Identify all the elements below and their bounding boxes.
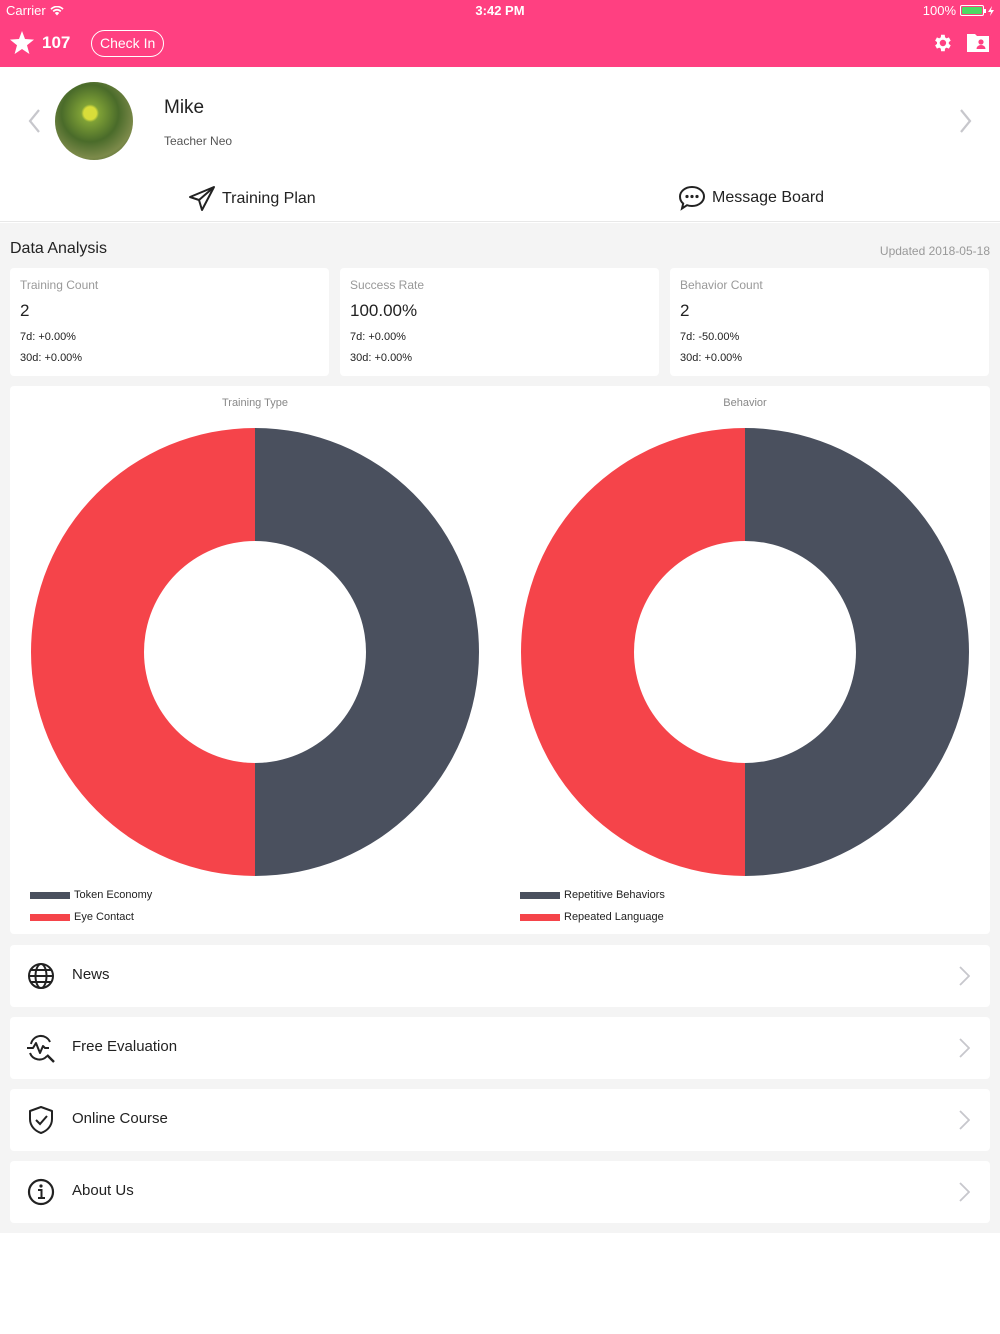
legend-item: Repeated Language (520, 911, 664, 923)
menu-item-about-us[interactable]: About Us (10, 1161, 990, 1223)
avatar[interactable] (55, 82, 133, 160)
training-type-donut-chart (31, 428, 479, 876)
student-name: Mike (164, 97, 205, 118)
paper-plane-icon (189, 186, 215, 211)
donut-slice-token-economy[interactable] (255, 428, 479, 876)
stat-value: 2 (20, 301, 30, 320)
carrier-label: Carrier (6, 3, 46, 18)
star-count-value: 107 (42, 32, 71, 52)
updated-date: Updated 2018-05-18 (879, 244, 990, 258)
legend-label: Eye Contact (74, 911, 134, 923)
message-board-button[interactable]: Message Board (678, 185, 824, 211)
legend-swatch (520, 891, 560, 899)
charts-panel: Training Type Behavior Token Economy Eye… (10, 386, 990, 934)
info-icon (27, 1178, 55, 1206)
charging-bolt-icon (988, 5, 994, 16)
stat-7d: 7d: +0.00% (20, 331, 76, 343)
data-analysis-title: Data Analysis (10, 240, 107, 257)
globe-icon (28, 963, 54, 989)
wifi-icon (50, 5, 64, 15)
chart-title-behavior: Behavior (723, 397, 767, 409)
menu-label: About Us (72, 1182, 134, 1199)
legend-item: Repetitive Behaviors (520, 889, 665, 901)
chevron-right-icon (959, 966, 970, 986)
stat-card-success-rate: Success Rate 100.00% 7d: +0.00% 30d: +0.… (340, 268, 659, 376)
legend-item: Eye Contact (30, 911, 134, 923)
stat-label: Success Rate (350, 278, 425, 292)
teacher-name: Teacher Neo (164, 134, 233, 148)
stat-label: Behavior Count (680, 278, 763, 292)
stat-30d: 30d: +0.00% (680, 352, 743, 364)
stat-card-behavior-count: Behavior Count 2 7d: -50.00% 30d: +0.00% (670, 268, 989, 376)
star-points[interactable]: 107 (10, 31, 70, 54)
gear-icon[interactable] (931, 32, 953, 54)
stat-label: Training Count (20, 278, 99, 292)
donut-slice-repetitive-behaviors[interactable] (745, 428, 969, 876)
status-carrier: Carrier (6, 3, 64, 18)
legend-label: Repetitive Behaviors (564, 889, 665, 901)
chevron-right-icon[interactable] (958, 107, 974, 135)
profile-folder-icon[interactable] (966, 32, 990, 54)
legend-swatch (30, 913, 70, 921)
behavior-donut-chart (521, 428, 969, 876)
stat-7d: 7d: +0.00% (350, 331, 406, 343)
chevron-right-icon (959, 1110, 970, 1130)
stat-value: 100.00% (350, 301, 418, 320)
donut-slice-repeated-language[interactable] (521, 428, 745, 876)
app-header: Carrier 3:42 PM 100% 107 Check In (0, 0, 1000, 67)
shield-check-icon (29, 1106, 53, 1134)
chevron-right-icon (959, 1182, 970, 1202)
stat-7d: 7d: -50.00% (680, 331, 740, 343)
chevron-left-icon[interactable] (26, 107, 42, 135)
menu-item-news[interactable]: News (10, 945, 990, 1007)
stat-30d: 30d: +0.00% (20, 352, 83, 364)
training-plan-button[interactable]: Training Plan (188, 185, 316, 213)
menu-label: Free Evaluation (72, 1038, 178, 1055)
evaluation-icon (27, 1034, 55, 1063)
menu-item-online-course[interactable]: Online Course (10, 1089, 990, 1151)
menu-label: Online Course (72, 1110, 168, 1127)
chat-bubble-icon (678, 185, 706, 211)
status-time: 3:42 PM (475, 3, 525, 18)
star-icon (10, 31, 34, 54)
check-in-button[interactable]: Check In (91, 30, 165, 57)
legend-item: Token Economy (30, 889, 152, 901)
menu-item-free-evaluation[interactable]: Free Evaluation (10, 1017, 990, 1079)
legend-label: Repeated Language (564, 911, 664, 923)
stat-card-training-count: Training Count 2 7d: +0.00% 30d: +0.00% (10, 268, 329, 376)
status-battery: 100% (923, 3, 994, 18)
legend-swatch (30, 891, 70, 899)
chart-title-training-type: Training Type (221, 397, 289, 409)
student-profile: Mike Teacher Neo Training Plan Message B… (0, 67, 1000, 222)
battery-icon (960, 5, 986, 16)
battery-percent: 100% (922, 3, 956, 18)
donut-slice-eye-contact[interactable] (31, 428, 255, 876)
stat-30d: 30d: +0.00% (350, 352, 413, 364)
training-plan-label: Training Plan (222, 190, 316, 207)
menu-label: News (72, 966, 110, 983)
chevron-right-icon (959, 1038, 970, 1058)
legend-swatch (520, 913, 560, 921)
message-board-label: Message Board (712, 189, 825, 206)
stat-value: 2 (680, 301, 690, 320)
legend-label: Token Economy (74, 889, 153, 901)
